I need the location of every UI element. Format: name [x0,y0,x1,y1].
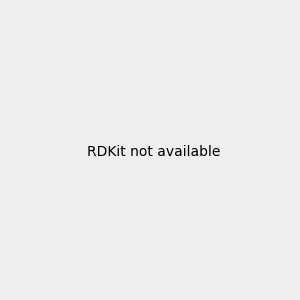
Text: RDKit not available: RDKit not available [87,145,220,158]
